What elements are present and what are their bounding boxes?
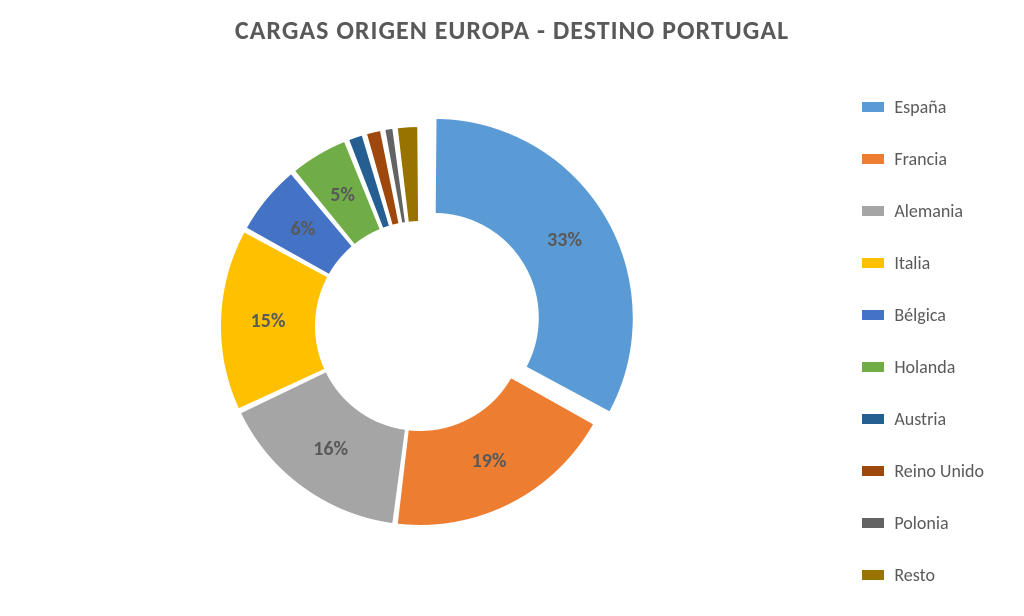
chart-area: 33% 19% 16% 15% 6% 5% España Francia Alemania It… bbox=[0, 56, 1024, 616]
legend-label: Bélgica bbox=[894, 304, 946, 326]
slice-label-francia: 19% bbox=[472, 449, 507, 473]
legend-item-francia: Francia bbox=[862, 148, 984, 170]
slice-label-alemania: 16% bbox=[313, 437, 348, 461]
legend-item-resto: Resto bbox=[862, 564, 984, 586]
legend-item-polonia: Polonia bbox=[862, 512, 984, 534]
slice-label-bélgica: 6% bbox=[291, 217, 316, 241]
legend-swatch bbox=[862, 206, 884, 216]
legend-item-reino-unido: Reino Unido bbox=[862, 460, 984, 482]
slice-label-italia: 15% bbox=[251, 309, 286, 333]
legend-swatch bbox=[862, 154, 884, 164]
legend-label: Reino Unido bbox=[894, 460, 984, 482]
legend-item-austria: Austria bbox=[862, 408, 984, 430]
legend-item-bélgica: Bélgica bbox=[862, 304, 984, 326]
legend-label: Francia bbox=[894, 148, 947, 170]
legend-label: Resto bbox=[894, 564, 935, 586]
legend-item-alemania: Alemania bbox=[862, 200, 984, 222]
slice-label-españa: 33% bbox=[547, 228, 582, 252]
donut-chart: 33% 19% 16% 15% 6% 5% bbox=[160, 66, 680, 586]
legend-item-holanda: Holanda bbox=[862, 356, 984, 378]
legend-swatch bbox=[862, 310, 884, 320]
legend-label: Italia bbox=[894, 252, 930, 274]
legend-label: Alemania bbox=[894, 200, 963, 222]
legend-swatch bbox=[862, 362, 884, 372]
slice-label-holanda: 5% bbox=[330, 183, 355, 207]
legend-item-españa: España bbox=[862, 96, 984, 118]
legend-label: Polonia bbox=[894, 512, 948, 534]
chart-title: CARGAS ORIGEN EUROPA - DESTINO PORTUGAL bbox=[0, 0, 1024, 56]
legend-swatch bbox=[862, 466, 884, 476]
legend-item-italia: Italia bbox=[862, 252, 984, 274]
legend-swatch bbox=[862, 102, 884, 112]
legend-swatch bbox=[862, 518, 884, 528]
legend-swatch bbox=[862, 570, 884, 580]
legend-label: Holanda bbox=[894, 356, 955, 378]
legend-swatch bbox=[862, 258, 884, 268]
legend: España Francia Alemania Italia Bélgica Holand… bbox=[862, 96, 984, 586]
slice-españa bbox=[435, 118, 634, 413]
legend-label: España bbox=[894, 96, 946, 118]
legend-swatch bbox=[862, 414, 884, 424]
legend-label: Austria bbox=[894, 408, 946, 430]
